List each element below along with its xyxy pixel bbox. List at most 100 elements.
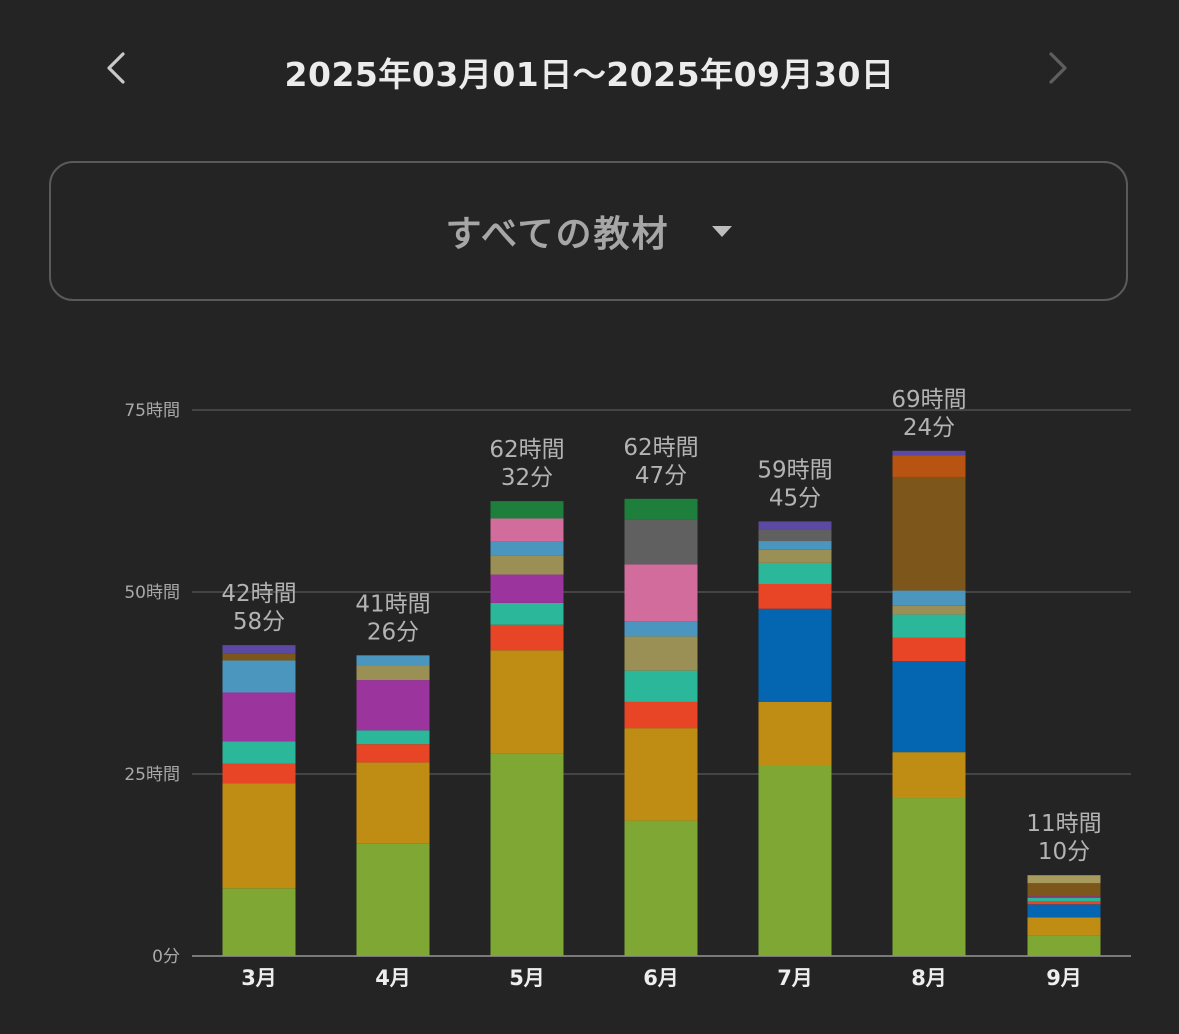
bar-segment: [222, 783, 296, 889]
bar-segment: [624, 701, 698, 729]
bar-segment: [892, 605, 966, 615]
chevron-right-icon: [1049, 52, 1067, 84]
bar-total-label: 62時間: [489, 437, 564, 463]
bar-segment: [222, 741, 296, 764]
x-tick-label: 3月: [241, 966, 277, 990]
bar-segment: [758, 583, 832, 609]
bar-total-label: 45分: [769, 485, 821, 511]
previous-period-button[interactable]: [94, 46, 138, 90]
bar-segment: [222, 653, 296, 661]
x-tick-label: 9月: [1046, 966, 1082, 990]
y-tick-label: 25時間: [124, 765, 180, 785]
bar-total-label: 41時間: [355, 591, 430, 617]
bar-segment: [624, 564, 698, 622]
bar-segment: [758, 562, 832, 584]
bar-segment: [222, 660, 296, 693]
material-filter-dropdown[interactable]: すべての教材: [49, 161, 1128, 301]
bar-total-label: 10分: [1038, 839, 1090, 865]
bar-segment: [222, 888, 296, 956]
bar-total-label: 42時間: [221, 581, 296, 607]
bar-total-label: 69時間: [891, 387, 966, 413]
bar-segment: [1027, 901, 1101, 905]
bar-segment: [356, 762, 430, 844]
bar-segment: [490, 501, 564, 519]
bar-stack-7[interactable]: [758, 521, 832, 956]
bar-segment: [356, 680, 430, 731]
bar-segment: [624, 728, 698, 821]
bar-segment: [892, 798, 966, 956]
bar-total-label: 47分: [635, 463, 687, 489]
x-tick-label: 5月: [509, 966, 545, 990]
bar-segment: [892, 450, 966, 456]
bar-segment: [1027, 897, 1101, 902]
bar-segment: [624, 820, 698, 956]
bar-segment: [356, 665, 430, 681]
bar-segment: [892, 614, 966, 638]
bar-segment: [892, 590, 966, 606]
bar-segment: [758, 765, 832, 956]
bar-stack-4[interactable]: [356, 655, 430, 956]
y-tick-label: 0分: [152, 947, 180, 967]
bar-segment: [758, 529, 832, 542]
bar-segment: [356, 655, 430, 666]
bar-segment: [758, 608, 832, 702]
bar-total-label: 32分: [501, 465, 553, 491]
bar-segment: [624, 498, 698, 520]
y-tick-label: 50時間: [124, 583, 180, 603]
bar-stack-6[interactable]: [624, 498, 698, 956]
bar-stack-9[interactable]: [1027, 875, 1101, 956]
x-tick-label: 7月: [777, 966, 813, 990]
bar-segment: [356, 744, 430, 763]
bar-total-label: 62時間: [623, 435, 698, 461]
bar-stack-3[interactable]: [222, 645, 296, 956]
y-tick-label: 75時間: [124, 401, 180, 421]
date-header: 2025年03月01日〜2025年09月30日: [0, 30, 1179, 110]
bar-total-label: 58分: [233, 609, 285, 635]
bar-total-label: 11時間: [1026, 811, 1101, 837]
x-tick-label: 8月: [911, 966, 947, 990]
bar-segment: [222, 645, 296, 654]
bar-segment: [892, 455, 966, 477]
bar-segment: [356, 843, 430, 956]
bar-segment: [490, 501, 564, 502]
bar-segment: [892, 637, 966, 662]
bar-segment: [1027, 875, 1101, 884]
bar-total-label: 24分: [903, 415, 955, 441]
bar-segment: [490, 624, 564, 651]
bar-segment: [1027, 883, 1101, 897]
bar-total-label: 59時間: [757, 457, 832, 483]
bar-segment: [222, 763, 296, 784]
bar-segment: [1027, 896, 1101, 898]
bar-segment: [1027, 917, 1101, 936]
bar-stack-5[interactable]: [490, 501, 564, 956]
material-filter-label: すべての教材: [445, 214, 670, 255]
bars: [222, 450, 1101, 956]
bar-stack-8[interactable]: [892, 450, 966, 956]
bar-segment: [356, 730, 430, 745]
bar-segment: [758, 521, 832, 530]
bar-segment: [490, 650, 564, 754]
bar-segment: [490, 602, 564, 625]
next-period-button[interactable]: [1036, 46, 1080, 90]
bar-segment: [490, 574, 564, 603]
bar-segment: [892, 752, 966, 799]
caret-down-icon: [711, 225, 732, 237]
x-tick-label: 6月: [643, 966, 679, 990]
bar-segment: [624, 670, 698, 702]
x-tick-label: 4月: [375, 966, 411, 990]
bar-segment: [490, 555, 564, 575]
bar-segment: [222, 692, 296, 742]
bar-segment: [624, 621, 698, 637]
date-range-title: 2025年03月01日〜2025年09月30日: [284, 55, 895, 94]
bar-segment: [892, 661, 966, 753]
bar-segment: [758, 549, 832, 563]
bar-total-label: 26分: [367, 619, 419, 645]
bar-segment: [624, 519, 698, 565]
bar-segment: [758, 701, 832, 766]
bar-segment: [1027, 904, 1101, 918]
bar-segment: [892, 476, 966, 591]
y-axis-labels: 0分 25時間 50時間 75時間: [124, 401, 180, 967]
